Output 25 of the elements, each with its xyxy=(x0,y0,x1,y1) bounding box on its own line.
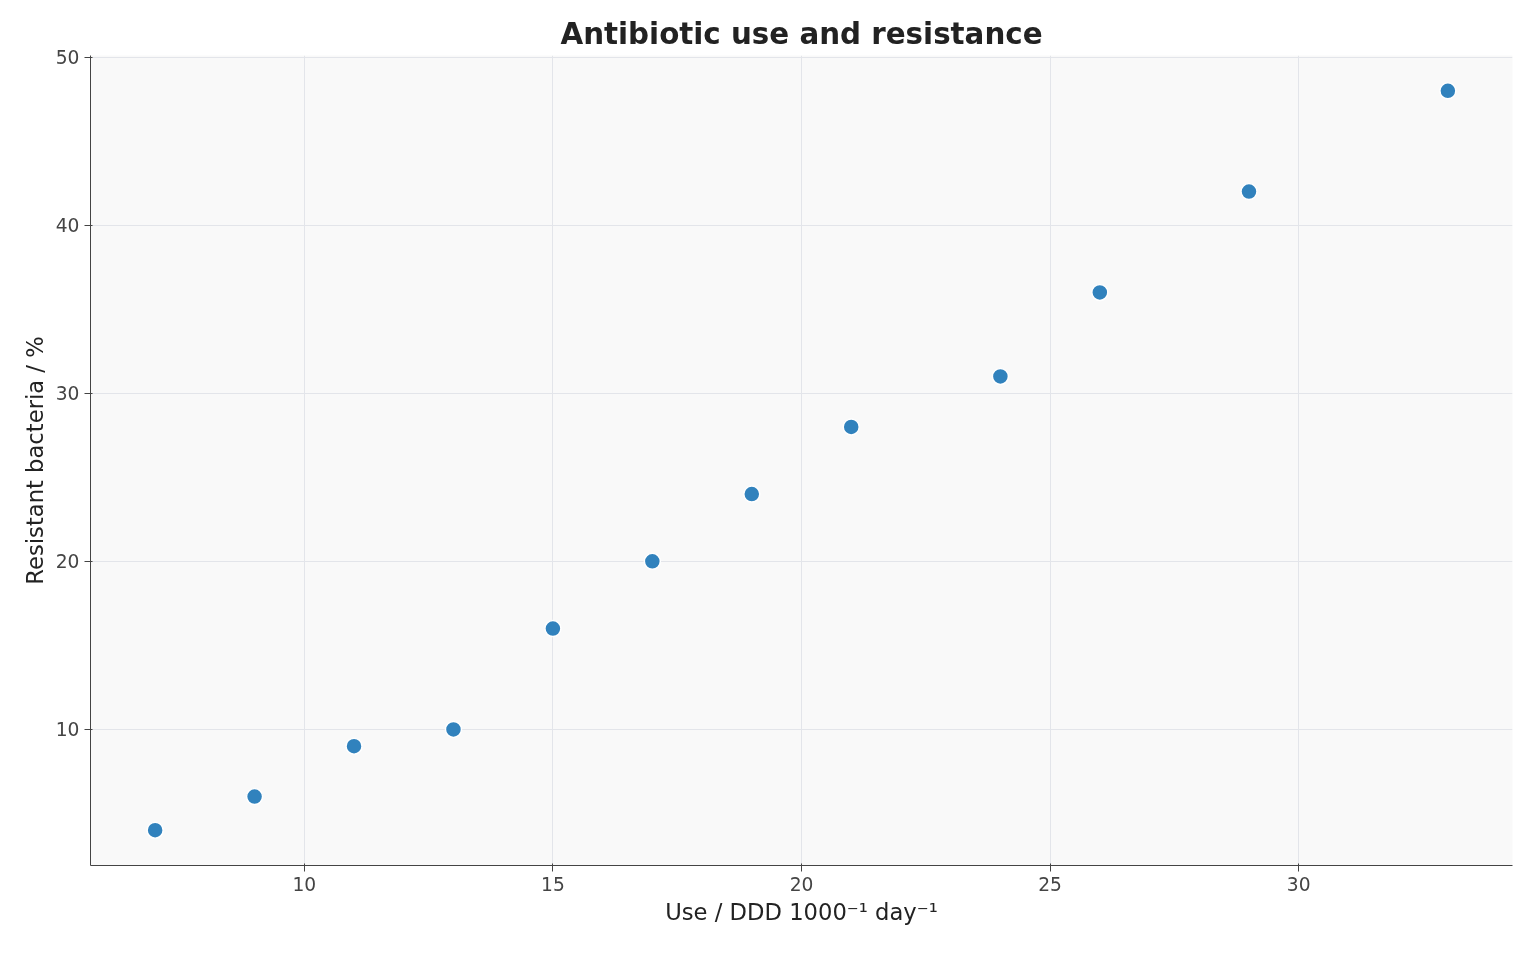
point xyxy=(1439,82,1457,100)
point xyxy=(1240,182,1258,201)
point xyxy=(544,619,562,638)
point xyxy=(643,552,662,571)
x-tick-label: 10 xyxy=(292,873,317,895)
x-tick-label: 25 xyxy=(1038,873,1062,895)
y-tick-label: 20 xyxy=(55,551,80,573)
point xyxy=(444,720,463,739)
point xyxy=(245,787,264,806)
y-tick-label: 50 xyxy=(55,47,80,69)
point xyxy=(991,367,1010,386)
x-tick-label: 30 xyxy=(1286,873,1311,895)
y-axis-title: Resistant bacteria / % xyxy=(21,336,48,585)
point xyxy=(1091,283,1109,302)
y-tick-label: 30 xyxy=(55,383,80,405)
y-tick-label: 40 xyxy=(55,215,80,237)
y-tick-label: 10 xyxy=(55,719,80,741)
point xyxy=(146,821,164,839)
point xyxy=(743,485,761,503)
chart-title: Antibiotic use and resistance xyxy=(560,16,1043,51)
point xyxy=(345,737,363,755)
x-tick-label: 20 xyxy=(789,873,814,895)
point xyxy=(842,418,860,436)
x-tick-label: 15 xyxy=(541,873,565,895)
x-axis-title: Use / DDD 1000⁻¹ day⁻¹ xyxy=(665,898,938,925)
